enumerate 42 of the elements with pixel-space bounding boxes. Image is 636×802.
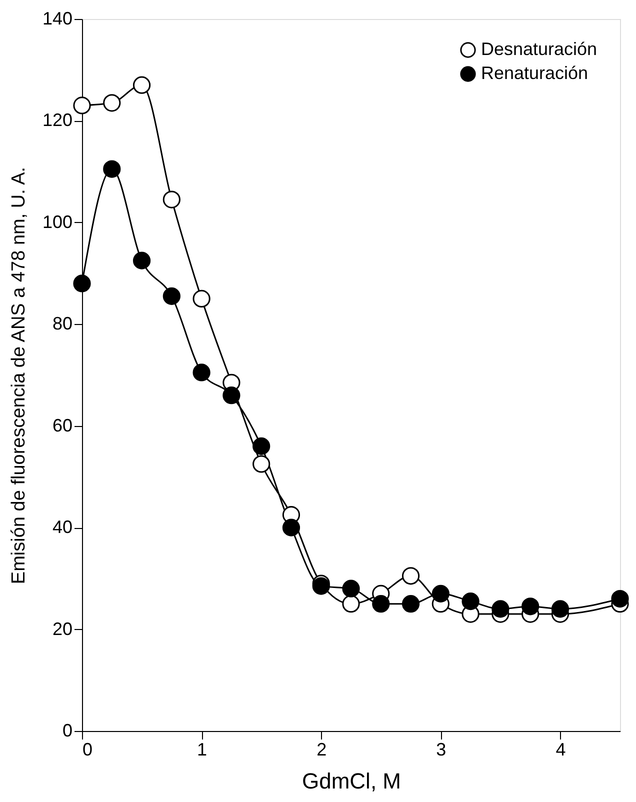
point — [73, 274, 91, 292]
point — [462, 592, 480, 610]
y-tick-label: 120 — [42, 110, 72, 130]
point — [342, 595, 360, 613]
y-tick-label: 140 — [42, 8, 72, 28]
point — [73, 96, 91, 114]
x-tick-label: 2 — [316, 740, 327, 760]
x-tick-label: 3 — [436, 740, 446, 760]
point — [162, 287, 180, 305]
point — [252, 455, 270, 473]
y-tick-label: 40 — [52, 517, 72, 538]
point — [132, 76, 151, 94]
point — [222, 386, 240, 404]
point — [402, 567, 420, 585]
y-tick-label: 100 — [42, 212, 72, 232]
point — [432, 584, 450, 602]
point — [551, 600, 570, 618]
y-tick-label: 80 — [52, 314, 72, 334]
point — [252, 437, 270, 455]
point — [162, 190, 180, 208]
y-axis-title: Emisión de fluorescencia de ANS a 478 nm, U. A. — [8, 166, 30, 584]
y-tick-label: 60 — [52, 415, 72, 436]
y-tick-label: 20 — [52, 618, 72, 639]
point — [192, 290, 210, 308]
legend-label: Renaturación — [481, 63, 588, 83]
point — [492, 600, 510, 618]
point — [132, 252, 151, 270]
point — [103, 160, 121, 178]
legend-label: Desnaturación — [481, 39, 598, 59]
point — [342, 580, 360, 598]
point — [402, 595, 420, 613]
point — [372, 595, 390, 613]
point — [611, 590, 629, 608]
point — [192, 364, 210, 382]
y-tick-label: 0 — [62, 720, 72, 740]
x-tick-label: 1 — [197, 740, 208, 760]
x-axis-title: GdmCl, M — [302, 768, 401, 794]
x-tick-label: 4 — [556, 740, 566, 760]
point — [522, 598, 540, 616]
point — [103, 94, 121, 112]
point — [282, 518, 300, 536]
x-tick-label: 0 — [82, 740, 93, 760]
